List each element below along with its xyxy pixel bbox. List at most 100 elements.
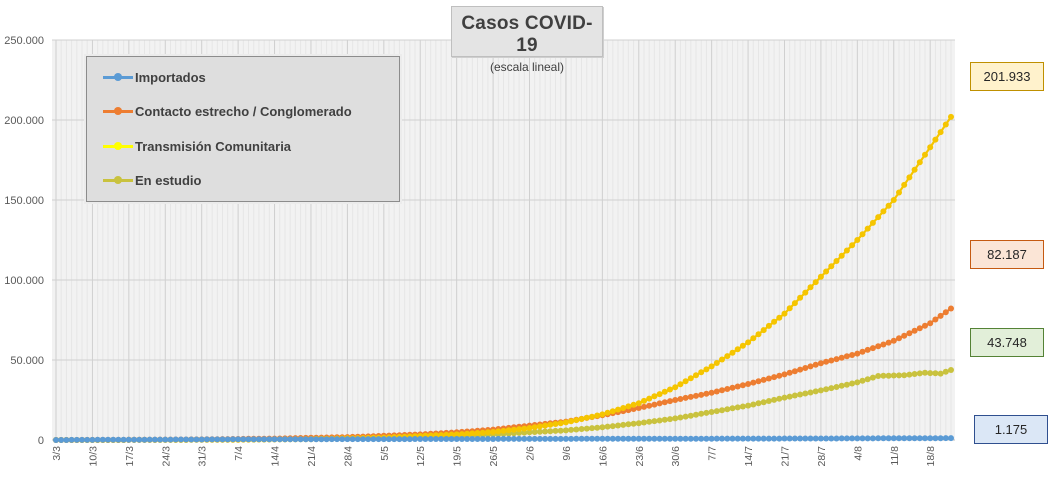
data-point <box>927 435 934 442</box>
legend-item-contacto-estrecho: Contacto estrecho / Conglomerado <box>103 101 352 121</box>
data-point <box>562 435 569 442</box>
data-point <box>687 375 694 382</box>
data-point <box>719 356 725 363</box>
data-point <box>812 279 819 286</box>
data-point <box>864 435 871 442</box>
legend-marker-contacto-estrecho <box>103 101 133 121</box>
data-point <box>458 431 465 438</box>
data-point <box>547 435 554 442</box>
data-point <box>151 436 158 443</box>
x-tick-label: 19/5 <box>452 446 464 467</box>
data-point <box>838 382 845 389</box>
data-point <box>157 436 164 443</box>
data-point <box>635 435 642 442</box>
data-point <box>802 390 809 397</box>
data-point <box>911 435 918 442</box>
data-point <box>672 415 679 422</box>
data-point <box>901 372 908 379</box>
data-point <box>578 416 585 422</box>
data-point <box>667 386 673 393</box>
data-point <box>786 393 793 400</box>
data-point <box>750 435 757 442</box>
data-point <box>911 166 918 173</box>
data-point <box>703 435 710 442</box>
data-point <box>724 435 731 442</box>
data-point <box>573 426 580 433</box>
data-point <box>630 435 637 442</box>
data-point <box>136 436 143 443</box>
data-point <box>287 436 294 443</box>
data-point <box>89 436 96 443</box>
data-point <box>646 418 653 425</box>
data-point <box>229 436 236 443</box>
data-point <box>843 381 850 388</box>
y-tick-label: 100.000 <box>4 275 44 287</box>
data-point <box>849 352 856 358</box>
data-point <box>115 436 122 443</box>
data-point <box>73 436 80 443</box>
x-tick-label: 4/8 <box>852 446 864 461</box>
data-point <box>859 435 866 442</box>
data-point <box>615 406 621 413</box>
data-point <box>942 121 949 128</box>
data-point <box>620 435 627 442</box>
data-point <box>198 436 205 443</box>
data-point <box>776 372 783 379</box>
data-point <box>672 435 679 442</box>
data-point <box>557 427 564 434</box>
data-point <box>713 388 720 395</box>
data-point <box>791 435 798 442</box>
data-point <box>885 435 892 442</box>
data-point <box>916 370 923 377</box>
data-point <box>807 435 814 442</box>
data-point <box>646 435 653 442</box>
data-point <box>589 413 595 420</box>
data-point <box>771 435 778 442</box>
x-tick-label: 26/5 <box>488 446 500 467</box>
data-point <box>922 369 928 376</box>
data-point <box>370 436 377 443</box>
data-point <box>828 263 835 270</box>
data-point <box>849 380 856 387</box>
data-point <box>224 436 231 443</box>
data-point <box>131 436 138 443</box>
series-0 <box>53 435 954 443</box>
data-point <box>656 391 663 398</box>
data-point <box>849 435 856 442</box>
x-tick-label: 30/6 <box>670 446 682 467</box>
legend-label-transmision-comunitaria: Transmisión Comunitaria <box>135 138 292 154</box>
data-point <box>682 413 689 420</box>
data-point <box>771 318 778 325</box>
data-point <box>531 435 538 442</box>
x-tick-label: 10/3 <box>87 446 99 467</box>
x-tick-label: 9/6 <box>561 446 573 461</box>
x-tick-label: 24/3 <box>160 446 172 467</box>
data-point <box>765 322 772 329</box>
data-point <box>651 393 658 400</box>
x-tick-label: 31/3 <box>197 446 209 467</box>
data-point <box>703 409 710 416</box>
data-point <box>219 436 226 443</box>
data-point <box>63 437 70 443</box>
data-point <box>765 435 772 442</box>
data-point <box>188 436 195 443</box>
data-point <box>823 268 830 275</box>
data-point <box>292 436 299 443</box>
data-point <box>901 181 908 188</box>
data-point <box>589 435 595 442</box>
data-point <box>719 387 725 394</box>
data-point <box>791 300 798 307</box>
data-point <box>552 435 559 442</box>
data-point <box>505 435 512 442</box>
data-point <box>94 436 101 443</box>
data-point <box>906 330 913 337</box>
data-point <box>328 436 335 443</box>
data-point <box>896 372 902 379</box>
data-point <box>942 368 949 375</box>
data-point <box>526 429 533 436</box>
data-point <box>656 400 663 407</box>
data-point <box>864 225 871 232</box>
data-point <box>625 403 632 410</box>
data-point <box>167 436 174 443</box>
x-tick-label: 7/7 <box>707 446 719 461</box>
